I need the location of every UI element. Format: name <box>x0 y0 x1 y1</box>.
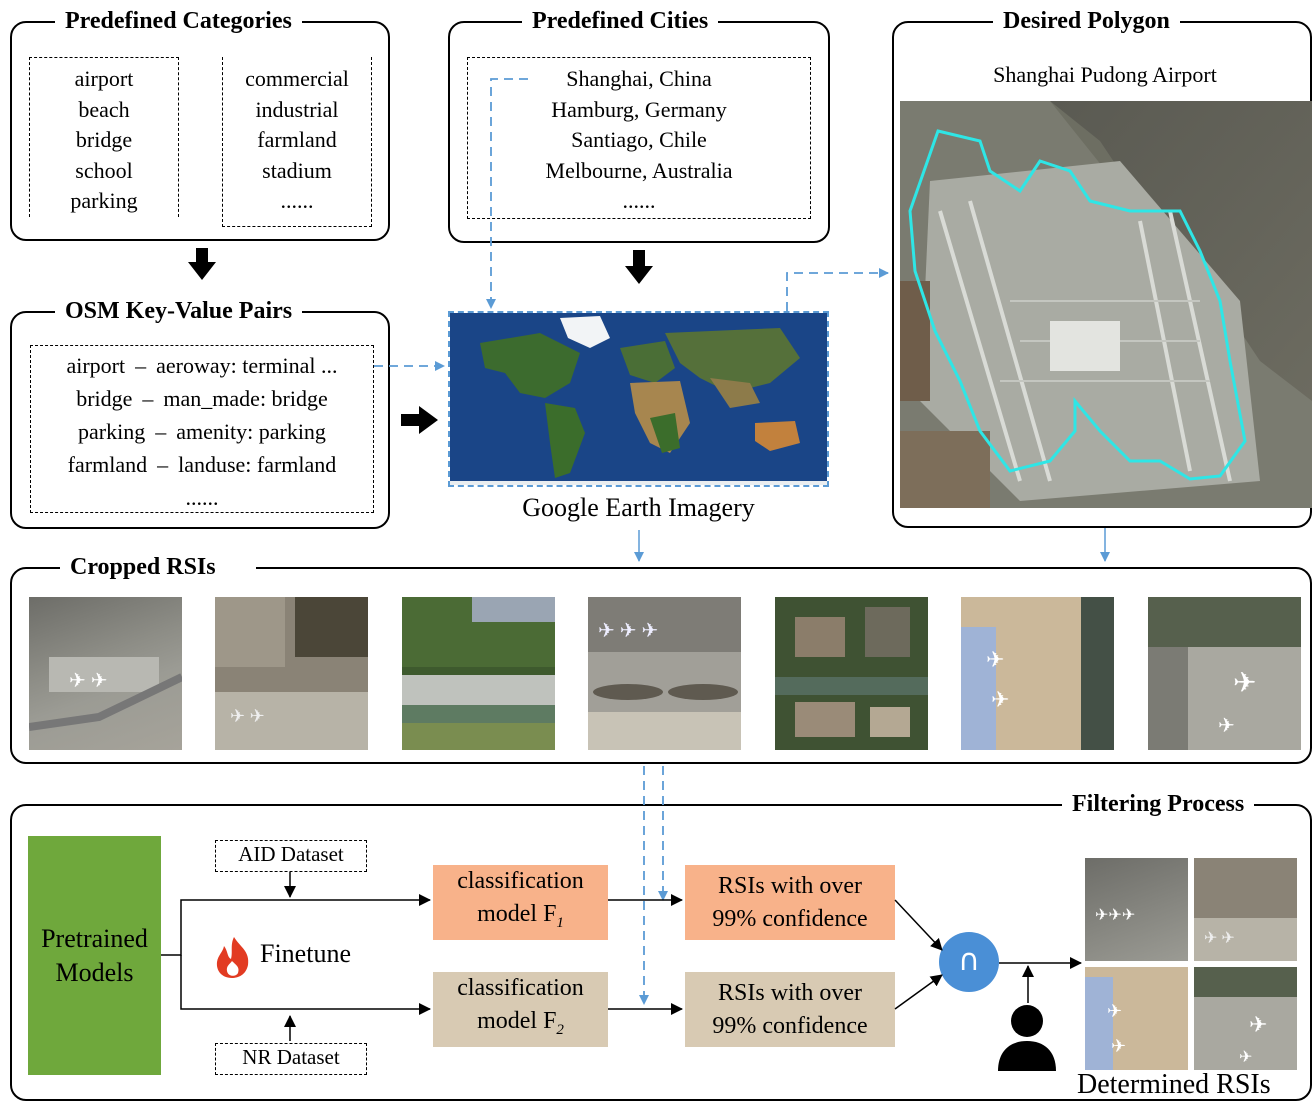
person-icon <box>996 1003 1058 1071</box>
osm-pairs-list: airport – aeroway: terminal ... bridge – man… <box>30 349 374 514</box>
osm-pairs-box <box>30 345 374 513</box>
nr-dataset-label: NR Dataset <box>242 1045 340 1069</box>
osm-pair-row: farmland – landuse: farmland <box>67 452 337 477</box>
svg-text:✈ ✈ ✈: ✈ ✈ ✈ <box>598 620 658 642</box>
osm-pair-row: bridge – man_made: bridge <box>76 386 328 411</box>
svg-text:✈: ✈ <box>986 647 1004 672</box>
determined-rsis-caption: Determined RSIs <box>1077 1069 1271 1100</box>
svg-text:✈: ✈ <box>1239 1049 1252 1066</box>
categories-col2-list: commercial industrial farmland stadium .… <box>245 66 349 213</box>
cropped-rsi-thumb <box>775 597 928 750</box>
desired-polygon-subtitle: Shanghai Pudong Airport <box>993 62 1217 87</box>
cropped-rsi-thumb: ✈ ✈ ✈ <box>588 597 741 750</box>
predefined-categories-title: Predefined Categories <box>55 7 302 35</box>
svg-text:✈: ✈ <box>991 687 1009 712</box>
osm-ellipsis: ...... <box>185 485 219 510</box>
cropped-rsi-thumb <box>402 597 555 750</box>
nr-dataset-box <box>215 1043 367 1075</box>
filtering-process-title: Filtering Process <box>1062 790 1255 818</box>
osm-key-value-title: OSM Key-Value Pairs <box>55 297 303 325</box>
svg-text:✈: ✈ <box>1233 668 1256 699</box>
cropped-rsi-thumb: ✈ ✈ <box>29 597 182 750</box>
flow-arrow-black <box>188 248 653 434</box>
filtering-process-panel <box>10 804 1312 1101</box>
cropped-rsis-panel <box>10 567 1312 764</box>
classification-model-f1: classification model F1 <box>433 865 608 940</box>
osm-pair-row: airport – aeroway: terminal ... <box>66 353 338 378</box>
predefined-cities-title: Predefined Cities <box>522 7 719 35</box>
svg-text:✈: ✈ <box>1107 1001 1122 1021</box>
svg-text:✈: ✈ <box>1111 1036 1126 1056</box>
airport-satellite-image <box>900 101 1312 508</box>
cropped-rsi-thumb: ✈ ✈ <box>1148 597 1301 750</box>
pretrained-models-box: Pretrained Models <box>28 836 161 1075</box>
determined-rsi-thumb: ✈✈✈ <box>1085 858 1188 961</box>
categories-col1-list: airport beach bridge school parking <box>70 66 138 213</box>
classification-model-f2: classification model F2 <box>433 972 608 1047</box>
svg-text:✈: ✈ <box>1218 715 1235 737</box>
intersection-icon: ∩ <box>939 932 999 992</box>
osm-pair-row: parking – amenity: parking <box>78 419 326 444</box>
cropped-rsi-thumb: ✈ ✈ <box>215 597 368 750</box>
svg-text:✈ ✈: ✈ ✈ <box>69 670 108 692</box>
cities-list: Shanghai, China Hamburg, Germany Santiag… <box>545 66 733 213</box>
google-earth-caption: Google Earth Imagery <box>522 493 755 522</box>
confidence-box-2: RSIs with over 99% confidence <box>685 972 895 1047</box>
flame-icon <box>212 935 256 979</box>
categories-col2-box <box>222 57 372 227</box>
cropped-rsis-title: Cropped RSIs <box>60 553 256 581</box>
aid-dataset-box <box>215 840 367 872</box>
cropped-rsi-thumb: ✈ ✈ <box>961 597 1114 750</box>
confidence-box-1: RSIs with over 99% confidence <box>685 865 895 940</box>
finetune-label: Finetune <box>260 939 351 968</box>
desired-polygon-title: Desired Polygon <box>993 7 1180 35</box>
categories-col1-box <box>29 57 179 217</box>
determined-rsi-thumb: ✈ ✈ <box>1194 858 1297 961</box>
svg-text:✈ ✈: ✈ ✈ <box>230 706 265 726</box>
google-earth-world-map <box>448 311 829 487</box>
aid-dataset-label: AID Dataset <box>238 842 344 866</box>
svg-text:✈: ✈ <box>1249 1012 1267 1037</box>
svg-text:✈ ✈: ✈ ✈ <box>1204 930 1235 947</box>
determined-rsi-thumb: ✈ ✈ <box>1085 967 1188 1070</box>
cities-list-box <box>467 57 811 219</box>
svg-text:✈✈✈: ✈✈✈ <box>1095 907 1135 924</box>
determined-rsi-thumb: ✈ ✈ <box>1194 967 1297 1070</box>
